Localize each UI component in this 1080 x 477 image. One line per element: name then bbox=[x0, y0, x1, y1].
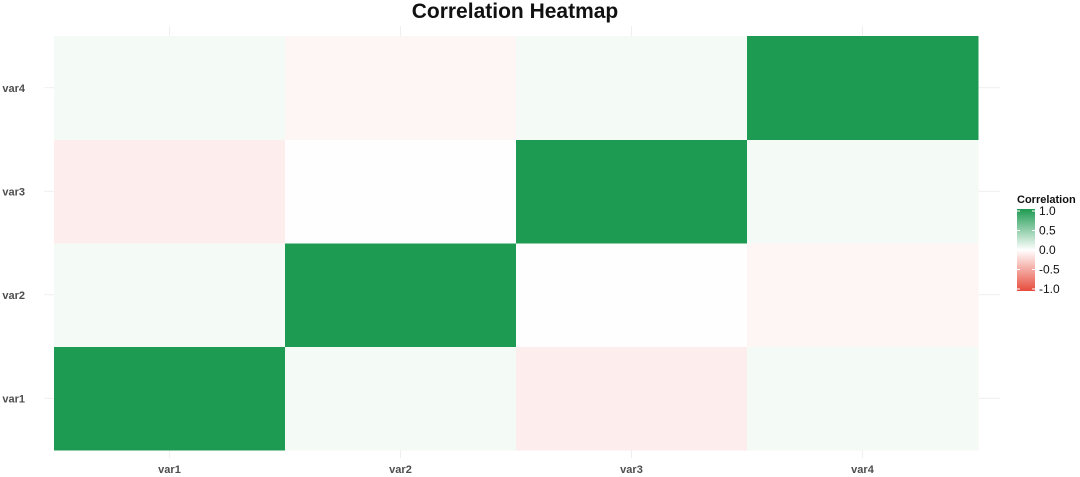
heatmap-cell-var4-var3 bbox=[747, 139, 979, 244]
heatmap-cell-var3-var1 bbox=[516, 346, 748, 451]
heatmap-cell-var2-var1 bbox=[285, 346, 517, 451]
heatmap-cell-var4-var1 bbox=[747, 346, 979, 451]
heatmap-cell-var1-var4 bbox=[54, 36, 286, 140]
y-tick-label: var2 bbox=[2, 290, 25, 302]
heatmap-cell-var3-var4 bbox=[516, 36, 748, 140]
heatmap-cell-var2-var4 bbox=[285, 36, 517, 140]
x-tick-label: var1 bbox=[158, 464, 181, 476]
legend-title: Correlation bbox=[1017, 194, 1076, 206]
heatmap-cell-var4-var2 bbox=[747, 243, 979, 347]
y-tick-label: var3 bbox=[2, 186, 25, 198]
y-tick-label: var1 bbox=[2, 393, 25, 405]
y-axis-tick-labels: var1 var2 var3 var4 bbox=[2, 83, 26, 406]
heatmap-cell-var2-var2 bbox=[285, 243, 517, 347]
heatmap-cell-var3-var3 bbox=[516, 139, 748, 244]
heatmap-cell-var1-var3 bbox=[54, 139, 286, 244]
heatmap-cell-var1-var1 bbox=[54, 346, 286, 451]
legend-tick-label: 0.0 bbox=[1039, 243, 1056, 257]
heatmap-cell-var2-var3 bbox=[285, 139, 517, 244]
legend-colorbar bbox=[1017, 209, 1035, 291]
heatmap-cell-var3-var2 bbox=[516, 243, 748, 347]
y-tick-label: var4 bbox=[2, 83, 26, 95]
x-tick-label: var3 bbox=[620, 464, 643, 476]
legend-tick-label: -0.5 bbox=[1039, 263, 1060, 277]
color-legend: Correlation 1.0 0.5 0.0 -0.5 -1.0 bbox=[1017, 194, 1076, 296]
heatmap-cell-var4-var4 bbox=[747, 36, 979, 140]
x-tick-label: var4 bbox=[851, 464, 875, 476]
legend-tick-label: -1.0 bbox=[1039, 282, 1060, 296]
x-axis-tick-labels: var1 var2 var3 var4 bbox=[158, 464, 875, 476]
legend-ticks: 1.0 0.5 0.0 -0.5 -1.0 bbox=[1017, 204, 1060, 296]
x-tick-label: var2 bbox=[389, 464, 412, 476]
legend-tick-label: 0.5 bbox=[1039, 224, 1056, 238]
legend-tick-label: 1.0 bbox=[1039, 204, 1056, 218]
heatmap-cells bbox=[54, 36, 979, 451]
chart-title: Correlation Heatmap bbox=[412, 0, 619, 23]
heatmap-cell-var1-var2 bbox=[54, 243, 286, 347]
